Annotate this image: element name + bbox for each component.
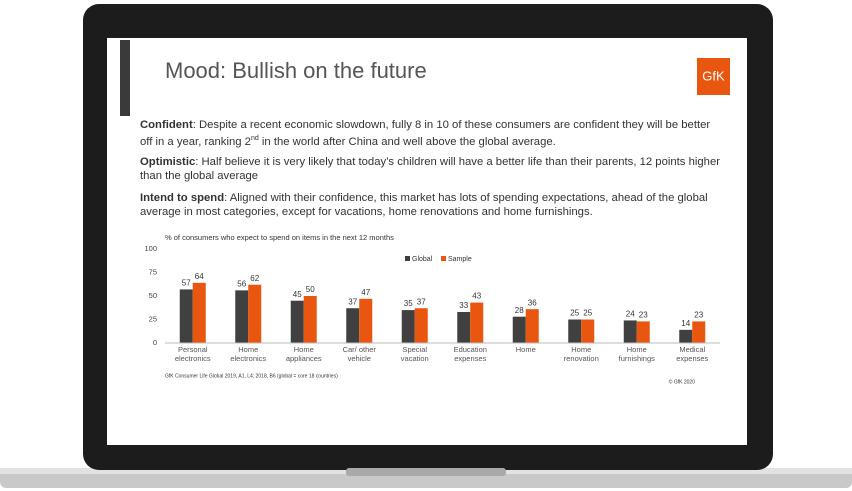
bar (248, 284, 262, 343)
data-label: 56 (237, 279, 246, 288)
slide-title: Mood: Bullish on the future (165, 58, 427, 83)
source: GfK Consumer Life Global 2019, A1, L4; 2… (165, 373, 338, 379)
y-tick-label: 75 (149, 267, 157, 276)
copyright: © GfK 2020 (669, 378, 695, 385)
text: in the world after China and well above … (258, 135, 556, 148)
paragraph: Confident: Despite a recent economic slo… (140, 118, 720, 149)
bar (636, 321, 650, 343)
y-tick-label: 50 (149, 291, 157, 300)
legend-swatch (405, 256, 410, 261)
data-label: 45 (293, 290, 302, 299)
bar (581, 319, 595, 343)
data-label: 64 (195, 272, 204, 281)
chart-title: % of consumers who expect to spend on it… (165, 233, 394, 242)
x-tick-label: Home electronics (230, 345, 267, 363)
bar (525, 309, 539, 343)
x-tick-label: Home appliances (285, 345, 322, 363)
x-tick-label: Medical expenses (676, 345, 709, 363)
text: : Half believe it is very likely that to… (140, 156, 720, 182)
bar (179, 289, 193, 343)
bar (401, 310, 415, 343)
bar (290, 300, 304, 343)
bar (303, 296, 317, 343)
y-tick-label: 0 (153, 338, 157, 347)
data-label: 47 (361, 288, 370, 297)
bar (568, 319, 582, 343)
data-label: 25 (583, 309, 592, 318)
lead: Confident (140, 119, 193, 131)
legend-swatch (441, 256, 446, 261)
data-label: 50 (306, 285, 315, 294)
bar (414, 308, 428, 343)
lead: Optimistic (140, 156, 196, 168)
data-label: 14 (681, 319, 690, 328)
x-tick-label: Home furnishings (618, 345, 655, 363)
bar (235, 290, 249, 343)
screen (107, 38, 747, 445)
data-label: 33 (459, 301, 468, 310)
bar (192, 282, 206, 343)
sup: nd (250, 135, 259, 142)
data-label: 24 (626, 310, 635, 319)
paragraph: Optimistic: Half believe it is very like… (140, 155, 720, 183)
x-tick-label: Special vacation (400, 345, 429, 363)
bar (346, 308, 360, 343)
data-label: 23 (639, 310, 648, 319)
data-label: 35 (404, 299, 413, 308)
x-tick-label: Car/ other vehicle (342, 345, 376, 363)
bar (692, 321, 706, 343)
y-tick-label: 25 (149, 314, 157, 323)
bar (359, 298, 373, 343)
data-label: 37 (417, 297, 426, 306)
bar (512, 316, 526, 343)
data-label: 62 (250, 274, 259, 283)
paragraph: Intend to spend: Aligned with their conf… (140, 191, 720, 219)
text: : Aligned with their confidence, this ma… (140, 192, 708, 218)
data-label: 37 (348, 297, 357, 306)
legend-label: Sample (448, 256, 472, 263)
lead: Intend to spend (140, 192, 225, 204)
data-label: 25 (570, 309, 579, 318)
bar (679, 329, 693, 343)
text: : Despite a recent economic slowdown, fu… (140, 119, 711, 148)
laptop-notch (346, 468, 506, 476)
x-tick-label: Home renovation (563, 345, 599, 363)
data-label: 57 (182, 279, 191, 288)
y-tick-label: 100 (144, 244, 157, 253)
logo: GfK (702, 68, 725, 83)
x-tick-label: Education expenses (453, 345, 487, 363)
logo-box (697, 58, 730, 95)
bar (457, 311, 471, 343)
data-label: 36 (528, 298, 537, 307)
data-label: 23 (694, 310, 703, 319)
data-label: 43 (472, 292, 481, 301)
accent-bar (120, 40, 130, 116)
chart: 0 25 50 75 100 Global Sample 57 64 56 62 45 50 37 47 35… (144, 244, 720, 347)
legend-label: Global (412, 256, 433, 263)
bar (470, 302, 484, 343)
bar (623, 320, 637, 343)
x-tick-label: Home (515, 345, 536, 354)
data-label: 28 (515, 306, 524, 315)
x-tick-label: Personal electronics (174, 345, 211, 363)
